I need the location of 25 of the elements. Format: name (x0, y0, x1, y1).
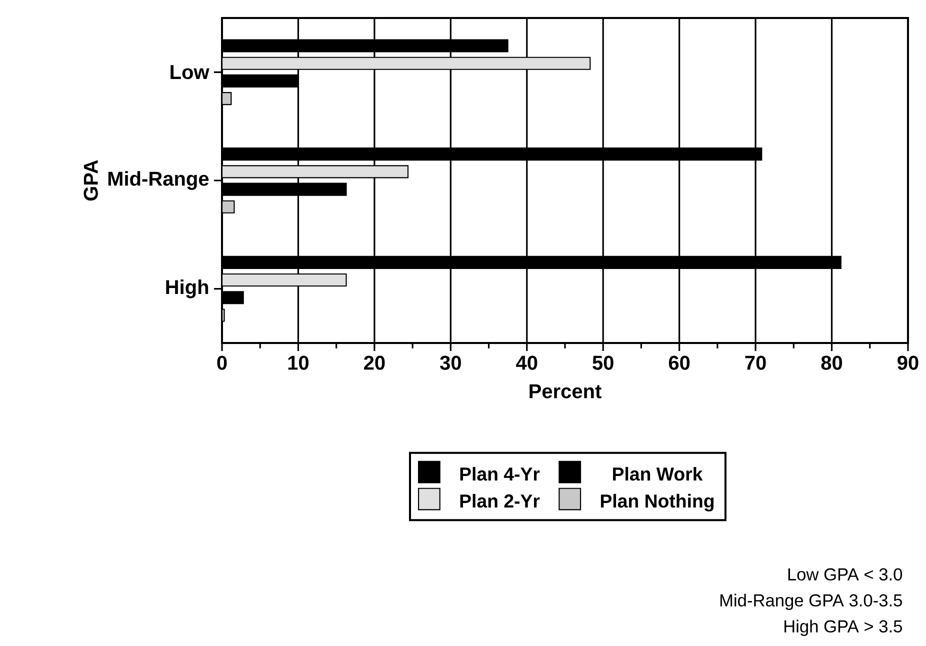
text: High GPA > 3.5 (784, 620, 902, 636)
legend-label: Plan 2-Yr (460, 494, 540, 508)
legend-label: Plan Nothing (600, 494, 714, 512)
x-tick-label: 70 (745, 356, 766, 370)
bar (222, 273, 347, 287)
y-tick-label: Mid-Range (108, 171, 209, 190)
bar (222, 56, 591, 70)
x-tick-label: 30 (440, 356, 461, 370)
x-tick-label: 40 (516, 356, 538, 370)
x-axis-title: Percent (530, 384, 602, 398)
y-tick-label: Low (170, 65, 210, 80)
bar (222, 165, 409, 178)
x-tick-label: 10 (288, 356, 309, 370)
text: Mid-Range GPA 3.0-3.5 (720, 594, 902, 610)
x-tick-label: 60 (668, 356, 690, 370)
x-tick-label: 20 (364, 356, 385, 370)
y-tick-label: High (166, 279, 208, 298)
x-tick-label: 0 (217, 356, 227, 370)
legend-label: Plan 4-Yr (460, 466, 540, 481)
x-tick-label: 90 (898, 356, 918, 370)
text: Low GPA < 3.0 (788, 568, 902, 581)
x-tick-label: 80 (821, 356, 842, 370)
y-axis-title: GPA (84, 160, 98, 201)
legend-label: Plan Work (613, 466, 703, 481)
x-tick-label: 50 (592, 356, 614, 370)
